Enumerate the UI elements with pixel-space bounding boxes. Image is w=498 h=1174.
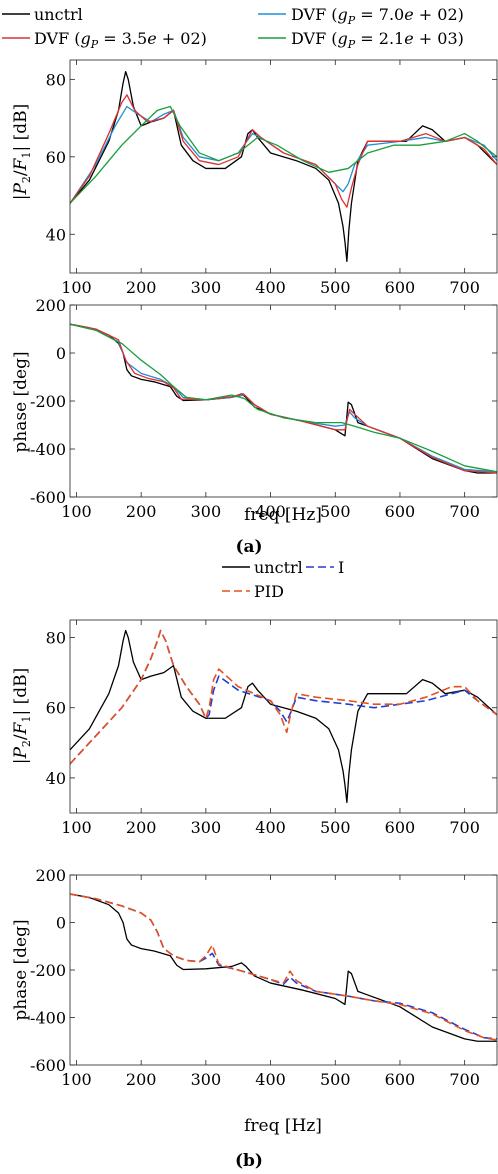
a-magnitude-ytick-label: 80 xyxy=(46,70,66,89)
legend-a-item-dvf-700: DVF (gP = 7.0e + 02) xyxy=(258,5,464,27)
b-phase-xtick-label: 500 xyxy=(320,1070,351,1089)
b-magnitude-xtick-label: 400 xyxy=(255,818,286,837)
panel-label-a: (a) xyxy=(235,537,262,557)
b-phase-series-i xyxy=(70,893,497,1040)
panel-label-b: (b) xyxy=(235,1151,263,1171)
a-phase-xtick-label: 500 xyxy=(320,502,351,521)
legend-a: unctrl DVF (gP = 7.0e + 02) DVF (gP = 3.… xyxy=(2,5,464,51)
panel-b-phase-xlabel: freq [Hz] xyxy=(244,1116,322,1136)
b-magnitude-xtick-label: 200 xyxy=(126,818,157,837)
a-phase-series-dvf-g-p-2-1e-03 xyxy=(70,323,497,473)
legend-a-item-dvf-2100: DVF (gP = 2.1e + 03) xyxy=(258,29,464,51)
legend-a-label-dvf-350: DVF (gP = 3.5e + 02) xyxy=(34,29,207,51)
a-magnitude-xtick-label: 200 xyxy=(126,278,157,297)
a-magnitude-xtick-label: 300 xyxy=(191,278,222,297)
b-phase-ytick-label: 200 xyxy=(35,866,66,885)
b-magnitude-xtick-label: 600 xyxy=(385,818,416,837)
a-magnitude-ytick-label: 40 xyxy=(46,225,66,244)
a-phase-ytick-label: -600 xyxy=(30,488,66,507)
a-phase-series-dvf-g-p-3-5e-02 xyxy=(70,323,497,474)
a-magnitude-series-dvf-g-p-2-1e-03 xyxy=(70,105,497,204)
b-magnitude-series-pid xyxy=(70,629,497,765)
panel-a-phase-xlabel: freq [Hz] xyxy=(244,505,322,525)
b-magnitude-xtick-label: 700 xyxy=(449,818,480,837)
b-magnitude-series-i xyxy=(70,629,497,765)
panel-a-magnitude-ylabel: |P2/F1| [dB] xyxy=(11,104,33,201)
a-magnitude-series-unctrl xyxy=(70,70,497,263)
b-magnitude-xtick-label: 500 xyxy=(320,818,351,837)
b-magnitude-ytick-label: 80 xyxy=(46,629,66,648)
b-phase-xtick-label: 100 xyxy=(61,1070,92,1089)
a-magnitude-xtick-label: 500 xyxy=(320,278,351,297)
b-magnitude-xtick-label: 100 xyxy=(61,818,92,837)
a-magnitude-ytick-label: 60 xyxy=(46,148,66,167)
a-magnitude-xtick-label: 700 xyxy=(449,278,480,297)
a-magnitude-xtick-label: 600 xyxy=(385,278,416,297)
legend-b-item-unctrl: unctrl xyxy=(222,558,303,577)
panel-b-magnitude: 100 200 300 400 500 600 700 40 60 80 xyxy=(46,619,498,837)
a-phase-xtick-label: 100 xyxy=(61,502,92,521)
a-phase-xtick-label: 700 xyxy=(449,502,480,521)
legend-b: unctrl I PID xyxy=(222,558,344,601)
b-magnitude-ytick-label: 40 xyxy=(46,769,66,788)
b-phase-xtick-label: 600 xyxy=(385,1070,416,1089)
b-phase-frame xyxy=(69,874,498,1066)
legend-b-item-i: I xyxy=(306,558,344,577)
b-magnitude-ytick-label: 60 xyxy=(46,699,66,718)
panel-b-magnitude-ylabel: |P2/F1| [dB] xyxy=(11,668,33,765)
legend-b-label-unctrl: unctrl xyxy=(254,558,303,577)
panel-a-phase-ylabel: phase [deg] xyxy=(11,351,31,452)
a-phase-ytick-label: -200 xyxy=(30,392,66,411)
a-magnitude-xtick-label: 100 xyxy=(61,278,92,297)
a-magnitude-series-dvf-g-p-7-0e-02 xyxy=(70,105,497,204)
panel-b-phase: 100 200 300 400 500 600 700 -600 -400 -200 0 200 xyxy=(30,866,498,1089)
a-magnitude-frame xyxy=(69,59,498,274)
b-phase-xtick-label: 200 xyxy=(126,1070,157,1089)
b-phase-ytick-label: -200 xyxy=(30,961,66,980)
a-phase-frame xyxy=(69,304,498,498)
legend-b-label-i: I xyxy=(338,558,344,577)
a-phase-ytick-label: 0 xyxy=(56,344,66,363)
a-magnitude-series-dvf-g-p-3-5e-02 xyxy=(70,94,497,208)
legend-a-item-dvf-350: DVF (gP = 3.5e + 02) xyxy=(2,29,207,51)
legend-a-label-unctrl: unctrl xyxy=(34,5,83,24)
a-phase-xtick-label: 200 xyxy=(126,502,157,521)
panel-a-magnitude: 100 200 300 400 500 600 700 40 60 80 xyxy=(46,59,498,297)
b-magnitude-series-unctrl xyxy=(70,629,497,804)
a-phase-xtick-label: 300 xyxy=(191,502,222,521)
panel-a-phase: 100 200 300 400 500 600 700 -600 -400 -200 0 200 xyxy=(30,296,498,521)
b-phase-xtick-label: 400 xyxy=(255,1070,286,1089)
a-phase-xtick-label: 400 xyxy=(255,502,286,521)
b-phase-xtick-label: 300 xyxy=(191,1070,222,1089)
legend-b-label-pid: PID xyxy=(254,582,284,601)
panel-b-phase-ylabel: phase [deg] xyxy=(11,919,31,1020)
a-phase-ytick-label: 200 xyxy=(35,296,66,315)
b-magnitude-xtick-label: 300 xyxy=(191,818,222,837)
b-phase-xtick-label: 700 xyxy=(449,1070,480,1089)
legend-a-label-dvf-2100: DVF (gP = 2.1e + 03) xyxy=(291,29,464,51)
b-phase-ytick-label: -600 xyxy=(30,1056,66,1075)
b-phase-series-unctrl xyxy=(70,893,497,1042)
a-phase-series-unctrl xyxy=(70,323,497,474)
legend-a-label-dvf-700: DVF (gP = 7.0e + 02) xyxy=(291,5,464,27)
b-phase-ytick-label: -400 xyxy=(30,1009,66,1028)
a-phase-ytick-label: -400 xyxy=(30,440,66,459)
b-phase-ytick-label: 0 xyxy=(56,914,66,933)
a-phase-xtick-label: 600 xyxy=(385,502,416,521)
b-phase-series-pid xyxy=(70,893,497,1041)
legend-b-item-pid: PID xyxy=(222,582,284,601)
a-phase-series-dvf-g-p-7-0e-02 xyxy=(70,323,497,473)
b-magnitude-frame xyxy=(69,619,498,814)
legend-a-item-unctrl: unctrl xyxy=(2,5,83,24)
a-magnitude-xtick-label: 400 xyxy=(255,278,286,297)
